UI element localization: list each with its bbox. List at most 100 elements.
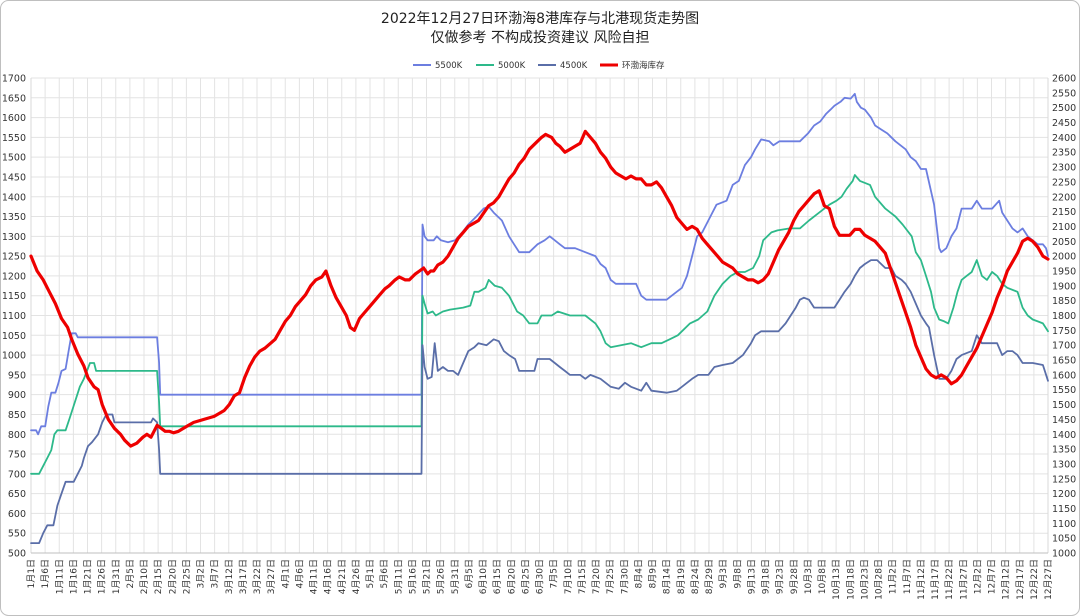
- y-left-tick-label: 1700: [2, 74, 26, 85]
- y-left-tick-label: 1150: [2, 291, 26, 302]
- x-tick-label: 5月26日: [436, 559, 447, 594]
- y-right-tick-label: 1200: [1052, 489, 1076, 500]
- x-tick-label: 1月31日: [111, 559, 122, 594]
- y-right-tick-label: 1550: [1052, 385, 1076, 396]
- x-tick-label: 3月7日: [210, 559, 221, 588]
- x-tick-label: 4月11日: [309, 559, 320, 594]
- y-left-tick-label: 500: [8, 549, 26, 560]
- x-tick-label: 8月29日: [704, 559, 715, 594]
- legend-label: 4500K: [560, 61, 588, 71]
- x-tick-label: 8月9日: [648, 559, 659, 588]
- y-right-tick-label: 2200: [1052, 192, 1076, 203]
- x-tick-label: 8月4日: [633, 559, 644, 588]
- x-tick-label: 5月11日: [393, 559, 404, 594]
- x-tick-label: 1月26日: [97, 559, 108, 594]
- x-tick-label: 4月26日: [351, 559, 362, 594]
- y-right-tick-label: 2100: [1052, 222, 1076, 233]
- x-tick-label: 5月6日: [379, 559, 390, 588]
- x-tick-label: 10月18日: [845, 559, 856, 600]
- x-tick-label: 6月5日: [464, 559, 475, 588]
- y-left-tick-label: 800: [8, 430, 26, 441]
- x-tick-label: 4月16日: [323, 559, 334, 594]
- y-left-tick-label: 1100: [2, 311, 26, 322]
- y-right-tick-label: 2450: [1052, 118, 1076, 129]
- y-left-tick-label: 1650: [2, 93, 26, 104]
- series-line-4500K: [30, 259, 1049, 544]
- x-tick-label: 6月10日: [478, 559, 489, 594]
- x-tick-label: 12月22日: [1029, 559, 1040, 600]
- y-left-tick-label: 1400: [2, 192, 26, 203]
- x-tick-label: 11月7日: [902, 559, 913, 594]
- x-tick-label: 10月23日: [859, 559, 870, 600]
- x-tick-label: 10月13日: [831, 559, 842, 600]
- x-tick-label: 11月17日: [930, 559, 941, 600]
- x-tick-label: 9月18日: [761, 559, 772, 594]
- x-tick-label: 7月10日: [563, 559, 574, 594]
- x-tick-label: 12月12日: [1001, 559, 1012, 600]
- x-tick-label: 2月25日: [181, 559, 192, 594]
- x-tick-label: 8月19日: [676, 559, 687, 594]
- y-right-tick-label: 1850: [1052, 296, 1076, 307]
- y-left-tick-label: 950: [8, 370, 26, 381]
- y-right-tick-label: 1750: [1052, 326, 1076, 337]
- y-right-tick-label: 1700: [1052, 341, 1076, 352]
- x-tick-label: 11月27日: [958, 559, 969, 600]
- y-right-tick-label: 2050: [1052, 237, 1076, 248]
- y-right-tick-label: 1000: [1052, 549, 1076, 560]
- y-right-tick-label: 2400: [1052, 133, 1076, 144]
- x-tick-label: 3月12日: [224, 559, 235, 594]
- y-left-tick-label: 1600: [2, 113, 26, 124]
- x-tick-label: 2月10日: [139, 559, 150, 594]
- y-right-tick-label: 1150: [1052, 504, 1076, 515]
- y-left-tick-label: 1450: [2, 172, 26, 183]
- y-left-tick-label: 850: [8, 410, 26, 421]
- chart-title: 2022年12月27日环渤海8港库存与北港现货走势图: [381, 10, 699, 27]
- y-right-tick-label: 1950: [1052, 266, 1076, 277]
- y-right-tick-label: 2250: [1052, 177, 1076, 188]
- x-tick-label: 1月11日: [54, 559, 65, 594]
- x-tick-label: 6月15日: [492, 559, 503, 594]
- y-right-tick-label: 1500: [1052, 400, 1076, 411]
- x-tick-label: 10月8日: [817, 559, 828, 594]
- y-axis-right: 1000 1050 1100 1150 1200 1250 1300 1350 1400 1450…: [1047, 74, 1076, 560]
- y-right-tick-label: 2550: [1052, 88, 1076, 99]
- y-left-tick-label: 1300: [2, 232, 26, 243]
- x-tick-label: 4月6日: [294, 559, 305, 588]
- x-tick-label: 12月7日: [987, 559, 998, 594]
- y-left-tick-label: 1050: [2, 331, 26, 342]
- y-left-tick-label: 1500: [2, 153, 26, 164]
- y-right-tick-label: 1350: [1052, 445, 1076, 456]
- series-lines: [29, 92, 1050, 544]
- x-tick-label: 2月5日: [125, 559, 136, 588]
- x-tick-label: 4月21日: [337, 559, 348, 594]
- y-left-tick-label: 1200: [2, 271, 26, 282]
- x-tick-label: 1月16日: [68, 559, 79, 594]
- y-left-tick-label: 550: [8, 529, 26, 540]
- x-tick-label: 8月14日: [662, 559, 673, 594]
- x-tick-label: 7月5日: [549, 559, 560, 588]
- y-left-tick-label: 700: [8, 469, 26, 480]
- y-right-tick-label: 2500: [1052, 103, 1076, 114]
- y-right-tick-label: 1450: [1052, 415, 1076, 426]
- y-left-tick-label: 1000: [2, 351, 26, 362]
- x-tick-label: 2月15日: [153, 559, 164, 594]
- x-tick-label: 7月25日: [605, 559, 616, 594]
- x-tick-label: 6月20日: [506, 559, 517, 594]
- x-tick-label: 11月12日: [916, 559, 927, 600]
- y-right-tick-label: 1050: [1052, 534, 1076, 545]
- x-tick-label: 5月16日: [407, 559, 418, 594]
- x-tick-label: 8月24日: [690, 559, 701, 594]
- x-tick-label: 12月27日: [1043, 559, 1054, 600]
- x-tick-label: 5月31日: [450, 559, 461, 594]
- x-tick-label: 5月21日: [422, 559, 433, 594]
- x-axis: 1月1日 1月6日 1月11日 1月16日 1月21日 1月26日 1月31日 2月5日 2月1…: [26, 552, 1054, 600]
- y-right-tick-label: 1900: [1052, 281, 1076, 292]
- legend: 5500K 5000K 4500K 环渤海库存: [413, 60, 665, 71]
- series-line-5000K: [30, 174, 1049, 475]
- legend-label: 5500K: [435, 61, 463, 71]
- y-right-tick-label: 2000: [1052, 252, 1076, 263]
- x-tick-label: 10月28日: [874, 559, 885, 600]
- x-tick-label: 12月2日: [972, 559, 983, 594]
- x-tick-label: 2月20日: [167, 559, 178, 594]
